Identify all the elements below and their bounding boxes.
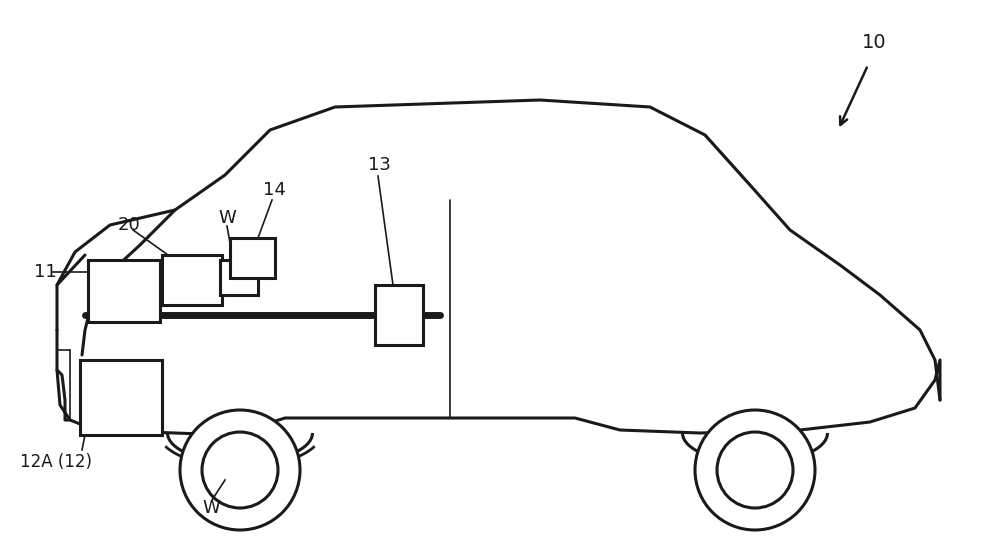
Text: 13: 13 bbox=[368, 156, 391, 174]
Text: 14: 14 bbox=[263, 181, 286, 199]
Bar bbox=[80, 360, 162, 435]
Text: W: W bbox=[218, 209, 236, 227]
Bar bbox=[162, 255, 222, 305]
Text: 10: 10 bbox=[862, 33, 887, 51]
Text: 20: 20 bbox=[118, 216, 141, 234]
Bar bbox=[375, 285, 423, 345]
Circle shape bbox=[180, 410, 300, 530]
Text: 12A (12): 12A (12) bbox=[20, 453, 92, 471]
Circle shape bbox=[695, 410, 815, 530]
Bar bbox=[220, 260, 258, 295]
Text: 11: 11 bbox=[34, 263, 57, 281]
Circle shape bbox=[202, 432, 278, 508]
Circle shape bbox=[717, 432, 793, 508]
Bar bbox=[88, 260, 160, 322]
Bar bbox=[230, 238, 275, 278]
Text: W: W bbox=[202, 499, 220, 517]
